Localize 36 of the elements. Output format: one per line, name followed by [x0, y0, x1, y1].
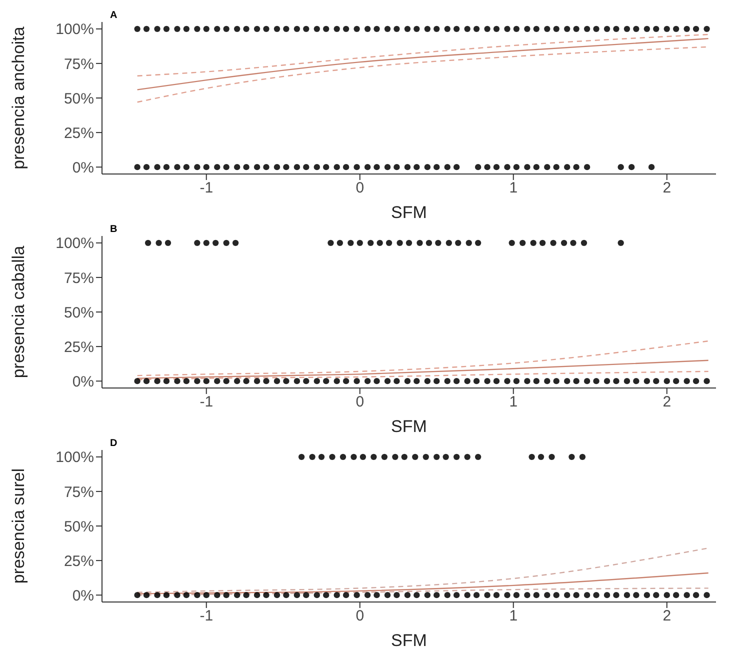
- x-axis-title: SFM: [391, 417, 427, 436]
- y-axis-title: presencia caballa: [9, 245, 28, 378]
- chart-title: B: [110, 224, 118, 235]
- y-tick-label: 25%: [64, 552, 94, 570]
- y-tick-label: 75%: [64, 484, 94, 501]
- x-tick-label: -1: [200, 394, 214, 411]
- y-tick-label: 100%: [56, 235, 94, 252]
- x-tick-label: 0: [356, 394, 364, 411]
- x-tick-label: 1: [509, 608, 518, 625]
- x-tick-label: -1: [200, 608, 214, 625]
- y-tick-label: 75%: [64, 270, 94, 287]
- y-tick-label: 50%: [64, 304, 94, 322]
- x-tick-label: 1: [509, 180, 518, 197]
- y-tick-label: 25%: [64, 124, 94, 142]
- chart-title: D: [110, 438, 118, 449]
- x-tick-label: 2: [662, 394, 672, 411]
- x-tick-label: 1: [509, 394, 518, 411]
- y-tick-label: 100%: [56, 449, 94, 466]
- x-tick-label: 0: [356, 608, 364, 625]
- y-tick-label: 50%: [64, 90, 94, 108]
- y-axis-title: presencia anchoita: [9, 26, 28, 170]
- x-tick-label: 2: [662, 180, 672, 197]
- x-tick-label: -1: [200, 180, 214, 197]
- y-axis-title: presencia surel: [9, 468, 28, 584]
- y-tick-label: 0%: [72, 373, 94, 390]
- x-tick-label: 2: [662, 608, 672, 625]
- y-tick-label: 100%: [56, 21, 94, 38]
- y-tick-label: 0%: [72, 587, 94, 604]
- x-axis-title: SFM: [391, 631, 427, 650]
- y-tick-label: 50%: [64, 518, 94, 536]
- chart-title: A: [110, 10, 118, 21]
- y-tick-label: 0%: [72, 159, 94, 176]
- y-tick-label: 75%: [64, 56, 94, 73]
- x-axis-title: SFM: [391, 203, 427, 222]
- y-tick-label: 25%: [64, 338, 94, 356]
- x-tick-label: 0: [356, 180, 364, 197]
